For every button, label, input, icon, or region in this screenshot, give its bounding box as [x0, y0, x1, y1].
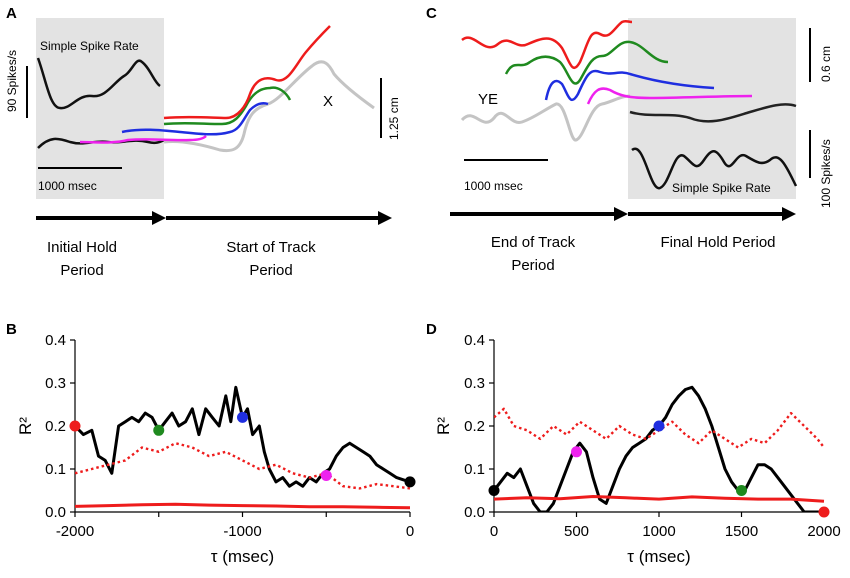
panel-d-y-tick-label: 0.4 — [464, 332, 485, 349]
panel-d-y-tick-label: 0.1 — [464, 461, 485, 478]
panel-d-marker-2 — [653, 420, 665, 432]
panel-a-track-arrowhead — [378, 211, 392, 225]
panel-b-x-tick-label: -1000 — [223, 523, 261, 540]
panel-b-marker-0 — [69, 420, 81, 432]
panel-b-marker-4 — [404, 476, 416, 488]
panel-b-y-axis-label: R² — [16, 417, 35, 435]
panel-a-time-scale-label: 1000 msec — [38, 179, 97, 193]
panel-b-marker-3 — [320, 469, 332, 481]
panel-d-series-2-significance-level — [494, 495, 825, 503]
panel-a-gray-trace — [163, 60, 375, 153]
panel-d-y-axis-label: R² — [434, 417, 453, 435]
panel-d-chart: 0.0 0.1 0.2 0.3 0.4 0 500 1000 1500 2000 τ (msec) R… — [434, 332, 841, 566]
panel-b-y-tick-label: 0.3 — [45, 375, 66, 392]
panel-b-x-tick-label: -2000 — [56, 523, 94, 540]
panel-c-simple-spike-label: Simple Spike Rate — [672, 181, 771, 195]
panel-c-letter: C — [426, 5, 437, 22]
panel-d-x-tick-label: 2000 — [807, 523, 840, 540]
panel-d-y-tick-label: 0.3 — [464, 375, 485, 392]
panel-a-magenta-trace — [79, 135, 207, 144]
panel-a-red-trace — [163, 25, 331, 120]
panel-d-series-0-r-tracking — [494, 385, 824, 512]
panel-b-series-2-significance-level — [75, 502, 411, 510]
panel-c-rate-scale-label: 100 Spikes/s — [819, 139, 833, 208]
panel-d-marker-3 — [736, 485, 747, 496]
panel-b-letter: B — [6, 321, 17, 338]
panel-d-marker-0 — [488, 485, 500, 496]
panel-a-blue-trace — [121, 102, 269, 136]
panel-b-y-tick-label: 0.2 — [45, 418, 66, 435]
panel-a-phase2-line1: Start of Track — [226, 239, 316, 256]
panel-c-hold-arrowhead — [782, 207, 796, 221]
panel-a: A Simple Spike Rate 90 Spikes/s X 1.25 c… — [5, 5, 401, 279]
panel-d-y-tick-label: 0.0 — [464, 504, 485, 521]
panel-c-magenta-trace — [586, 87, 753, 105]
panel-d-x-tick-label: 500 — [564, 523, 589, 540]
panel-b-chart: 0.0 0.1 0.2 0.3 0.4 -2000 -1000 0 τ (msec) R² — [16, 332, 416, 566]
panel-a-firing-rate-trace — [36, 57, 161, 110]
panel-c-red-trace — [461, 19, 633, 69]
panel-a-phase1-line2: Period — [60, 262, 103, 279]
panel-c-position-scale-label: 0.6 cm — [819, 46, 833, 82]
panel-a-position-scale-label: 1.25 cm — [387, 97, 401, 140]
panel-c-gray-trace — [460, 94, 631, 142]
panel-a-phase2-line2: Period — [249, 262, 292, 279]
panel-c-trace-label: YE — [478, 91, 498, 108]
panel-c-hold-shade — [628, 18, 796, 199]
panel-c-black-trace — [629, 103, 797, 123]
panel-c-phase1-line2: Period — [511, 257, 554, 274]
panel-b-marker-1 — [153, 424, 165, 436]
panel-b-series-0-r-tracking — [75, 385, 411, 488]
panel-b-y-tick-label: 0.0 — [45, 504, 66, 521]
panel-c-blue-trace — [544, 69, 715, 101]
panel-a-phase1-line1: Initial Hold — [47, 239, 117, 256]
panel-d-x-tick-label: 1500 — [725, 523, 758, 540]
panel-a-rate-scale-label: 90 Spikes/s — [5, 50, 19, 112]
panel-b-y-tick-label: 0.4 — [45, 332, 66, 349]
panel-c-track-arrowhead — [614, 207, 628, 221]
panel-b-x-tick-label: 0 — [406, 523, 414, 540]
panel-d-letter: D — [426, 321, 437, 338]
panel-b-marker-2 — [237, 411, 248, 423]
panel-d-marker-4 — [818, 506, 830, 518]
panel-a-simple-spike-label: Simple Spike Rate — [40, 39, 139, 53]
panel-a-hold-arrowhead — [152, 211, 166, 225]
panel-a-letter: A — [6, 5, 17, 22]
panel-d-marker-1 — [571, 446, 582, 458]
panel-b-y-tick-label: 0.1 — [45, 461, 66, 478]
panel-c-phase1-line1: End of Track — [491, 234, 576, 251]
panel-b-series-1-shuffled-r — [75, 442, 411, 490]
panel-d-x-tick-label: 0 — [490, 523, 498, 540]
panel-a-green-trace — [163, 86, 292, 126]
panel-c-time-scale-label: 1000 msec — [464, 179, 523, 193]
panel-c-phase2-line1: Final Hold Period — [660, 234, 775, 251]
panel-c: C YE Simple Spike Rate 0.6 cm 100 Spikes… — [426, 5, 833, 274]
panel-d-y-tick-label: 0.2 — [464, 418, 485, 435]
panel-d-x-axis-label: τ (msec) — [627, 547, 690, 566]
panel-c-firing-rate-trace — [631, 147, 798, 190]
panel-d-x-tick-label: 1000 — [642, 523, 675, 540]
panel-b-x-axis-label: τ (msec) — [211, 547, 274, 566]
panel-a-trace-label: X — [323, 93, 333, 110]
panel-c-green-trace — [504, 40, 669, 85]
